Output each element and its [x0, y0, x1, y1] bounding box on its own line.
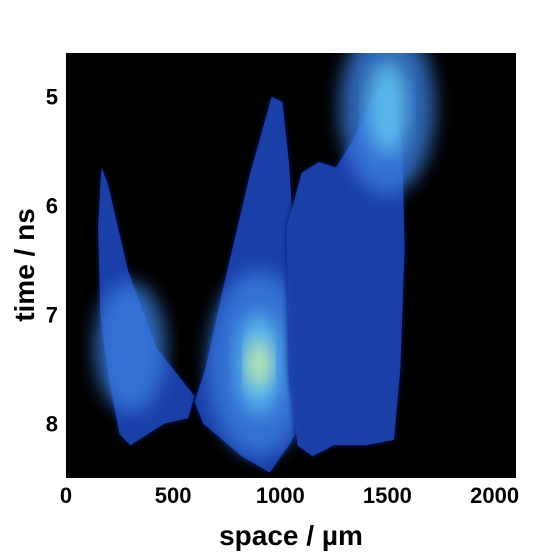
y-tick-label: 5 — [46, 85, 58, 110]
y-tick-label: 8 — [46, 412, 58, 437]
region-peak — [246, 339, 271, 388]
x-tick-label: 2000 — [470, 483, 519, 508]
x-tick-label: 1000 — [256, 483, 305, 508]
heatmap-region — [194, 96, 310, 473]
y-tick-label: 7 — [46, 303, 58, 328]
heatmap-region — [94, 167, 195, 446]
y-axis-label: time / ns — [9, 208, 40, 322]
region-hotspot — [366, 59, 408, 155]
x-tick-label: 0 — [60, 483, 72, 508]
heatmap-regions — [94, 53, 435, 473]
x-axis-ticks: 0 500 1000 1500 2000 — [60, 483, 519, 508]
y-tick-label: 6 — [46, 194, 58, 219]
x-axis-label: space / µm — [219, 520, 363, 551]
y-axis-ticks: 5 6 7 8 — [46, 85, 58, 437]
region-glow — [94, 282, 166, 413]
x-tick-label: 500 — [155, 483, 192, 508]
x-tick-label: 1500 — [363, 483, 412, 508]
heatmap-region — [286, 53, 435, 457]
